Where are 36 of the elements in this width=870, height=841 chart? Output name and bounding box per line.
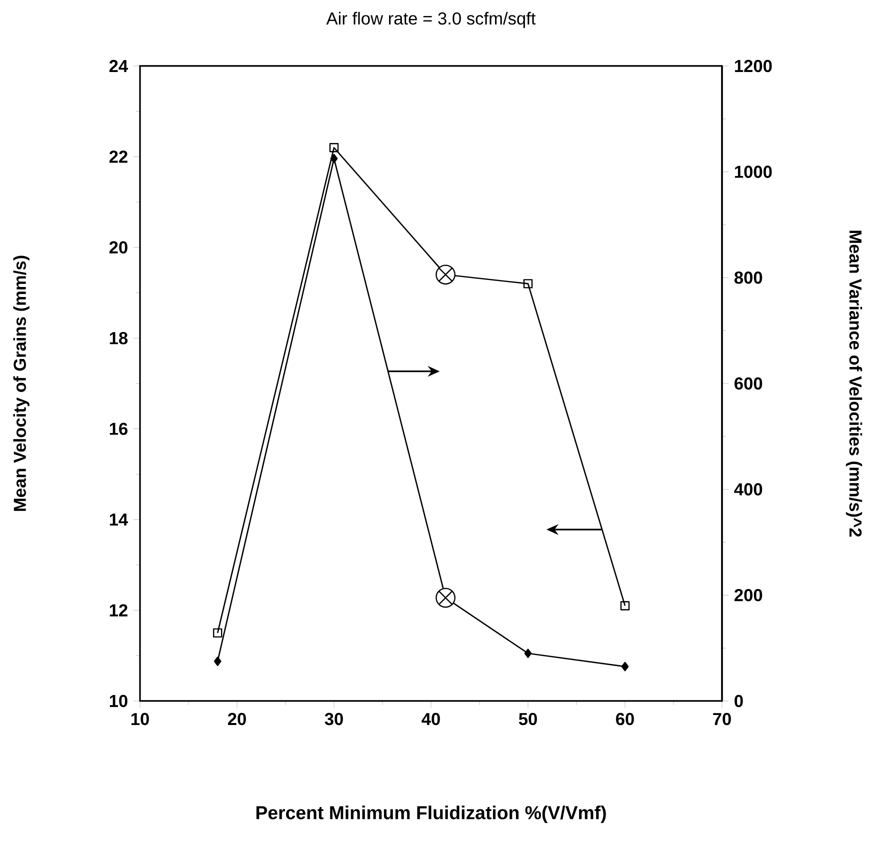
point (620, 601, 630, 610)
x-tick-label: 30 (324, 712, 343, 726)
x-tick-label: 70 (713, 712, 731, 726)
x-axis-title: Percent Minimum Fluidization %(V/Vmf) (256, 806, 606, 824)
y-axis-title: Mean Velocity of Grains (mm/s) (13, 256, 30, 511)
point (213, 628, 222, 638)
y2-tick-label: 1000 (735, 166, 772, 178)
y2-axis-title: Mean Variance of Velocities (mm/s)^2 (846, 230, 862, 537)
point (436, 264, 456, 285)
y2-tick-label: 800 (734, 272, 762, 284)
y-tick-label: 24 (109, 60, 128, 72)
y-tick-label: 12 (110, 604, 128, 616)
point (524, 648, 532, 658)
point (330, 154, 338, 164)
x-tick-label: 20 (228, 712, 246, 726)
y2-tick-label: 0 (734, 694, 743, 708)
x-tick-label: 10 (131, 712, 149, 726)
y-tick-label: 16 (110, 422, 128, 435)
y2-tick-label: 400 (734, 483, 762, 496)
y2-tick-label: 1200 (735, 60, 772, 72)
point (214, 656, 222, 666)
point (329, 143, 339, 152)
y2-tick-label: 200 (734, 589, 762, 602)
x-tick-label: 40 (422, 712, 440, 726)
y-tick-label: 10 (110, 694, 128, 708)
point (621, 662, 629, 672)
y2-tick-label: 600 (734, 377, 762, 390)
y-tick-label: 20 (109, 241, 128, 254)
x-tick-label: 60 (616, 712, 634, 726)
y-tick-label: 18 (110, 332, 128, 344)
y-tick-label: 14 (110, 514, 128, 526)
chart-title: Air flow rate = 3.0 scfm/sqft (326, 12, 536, 28)
x-tick-label: 50 (518, 712, 537, 726)
point (523, 279, 533, 288)
y-tick-label: 22 (109, 150, 128, 163)
point (436, 588, 456, 608)
